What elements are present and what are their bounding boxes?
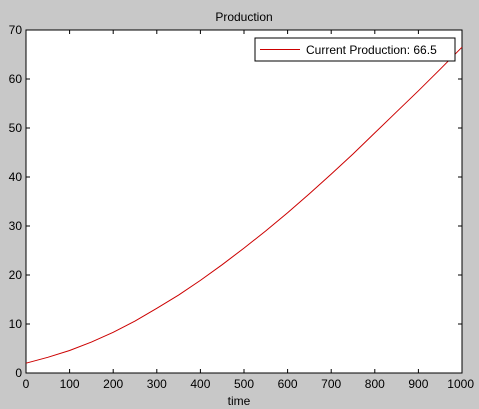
x-tick-label: 900: [408, 377, 428, 391]
legend-label: Current Production: 66.5: [306, 43, 437, 57]
x-tick-label: 100: [60, 377, 80, 391]
y-tick-label: 50: [9, 121, 23, 135]
y-tick-label: 40: [9, 170, 23, 184]
chart-title: Production: [215, 10, 272, 24]
x-tick-label: 200: [103, 377, 123, 391]
plot-area: [25, 29, 463, 374]
x-tick-label: 800: [365, 377, 385, 391]
y-tick-label: 20: [9, 268, 23, 282]
y-tick-label: 70: [9, 23, 23, 37]
x-tick-label: 700: [321, 377, 341, 391]
x-tick-label: 300: [147, 377, 167, 391]
x-tick-label: 600: [278, 377, 298, 391]
y-tick-label: 30: [9, 219, 23, 233]
y-tick-label: 10: [9, 317, 23, 331]
y-tick-label: 0: [15, 366, 22, 380]
x-tick-label: 400: [190, 377, 210, 391]
x-tick-label: 0: [23, 377, 30, 391]
x-tick-label: 1000: [447, 377, 474, 391]
x-axis-label: time: [228, 394, 251, 408]
x-tick-label: 500: [234, 377, 254, 391]
y-axis: 0 10 20 30 40 50 60 70: [9, 23, 462, 380]
x-axis: 0 100 200 300 400 500 600 700 800 900 1000: [23, 30, 474, 391]
series-layer: [25, 46, 463, 364]
legend: Current Production: 66.5: [254, 37, 456, 62]
legend-box: [254, 37, 456, 62]
y-tick-label: 60: [9, 72, 23, 86]
series-line-current-production: [25, 46, 463, 364]
